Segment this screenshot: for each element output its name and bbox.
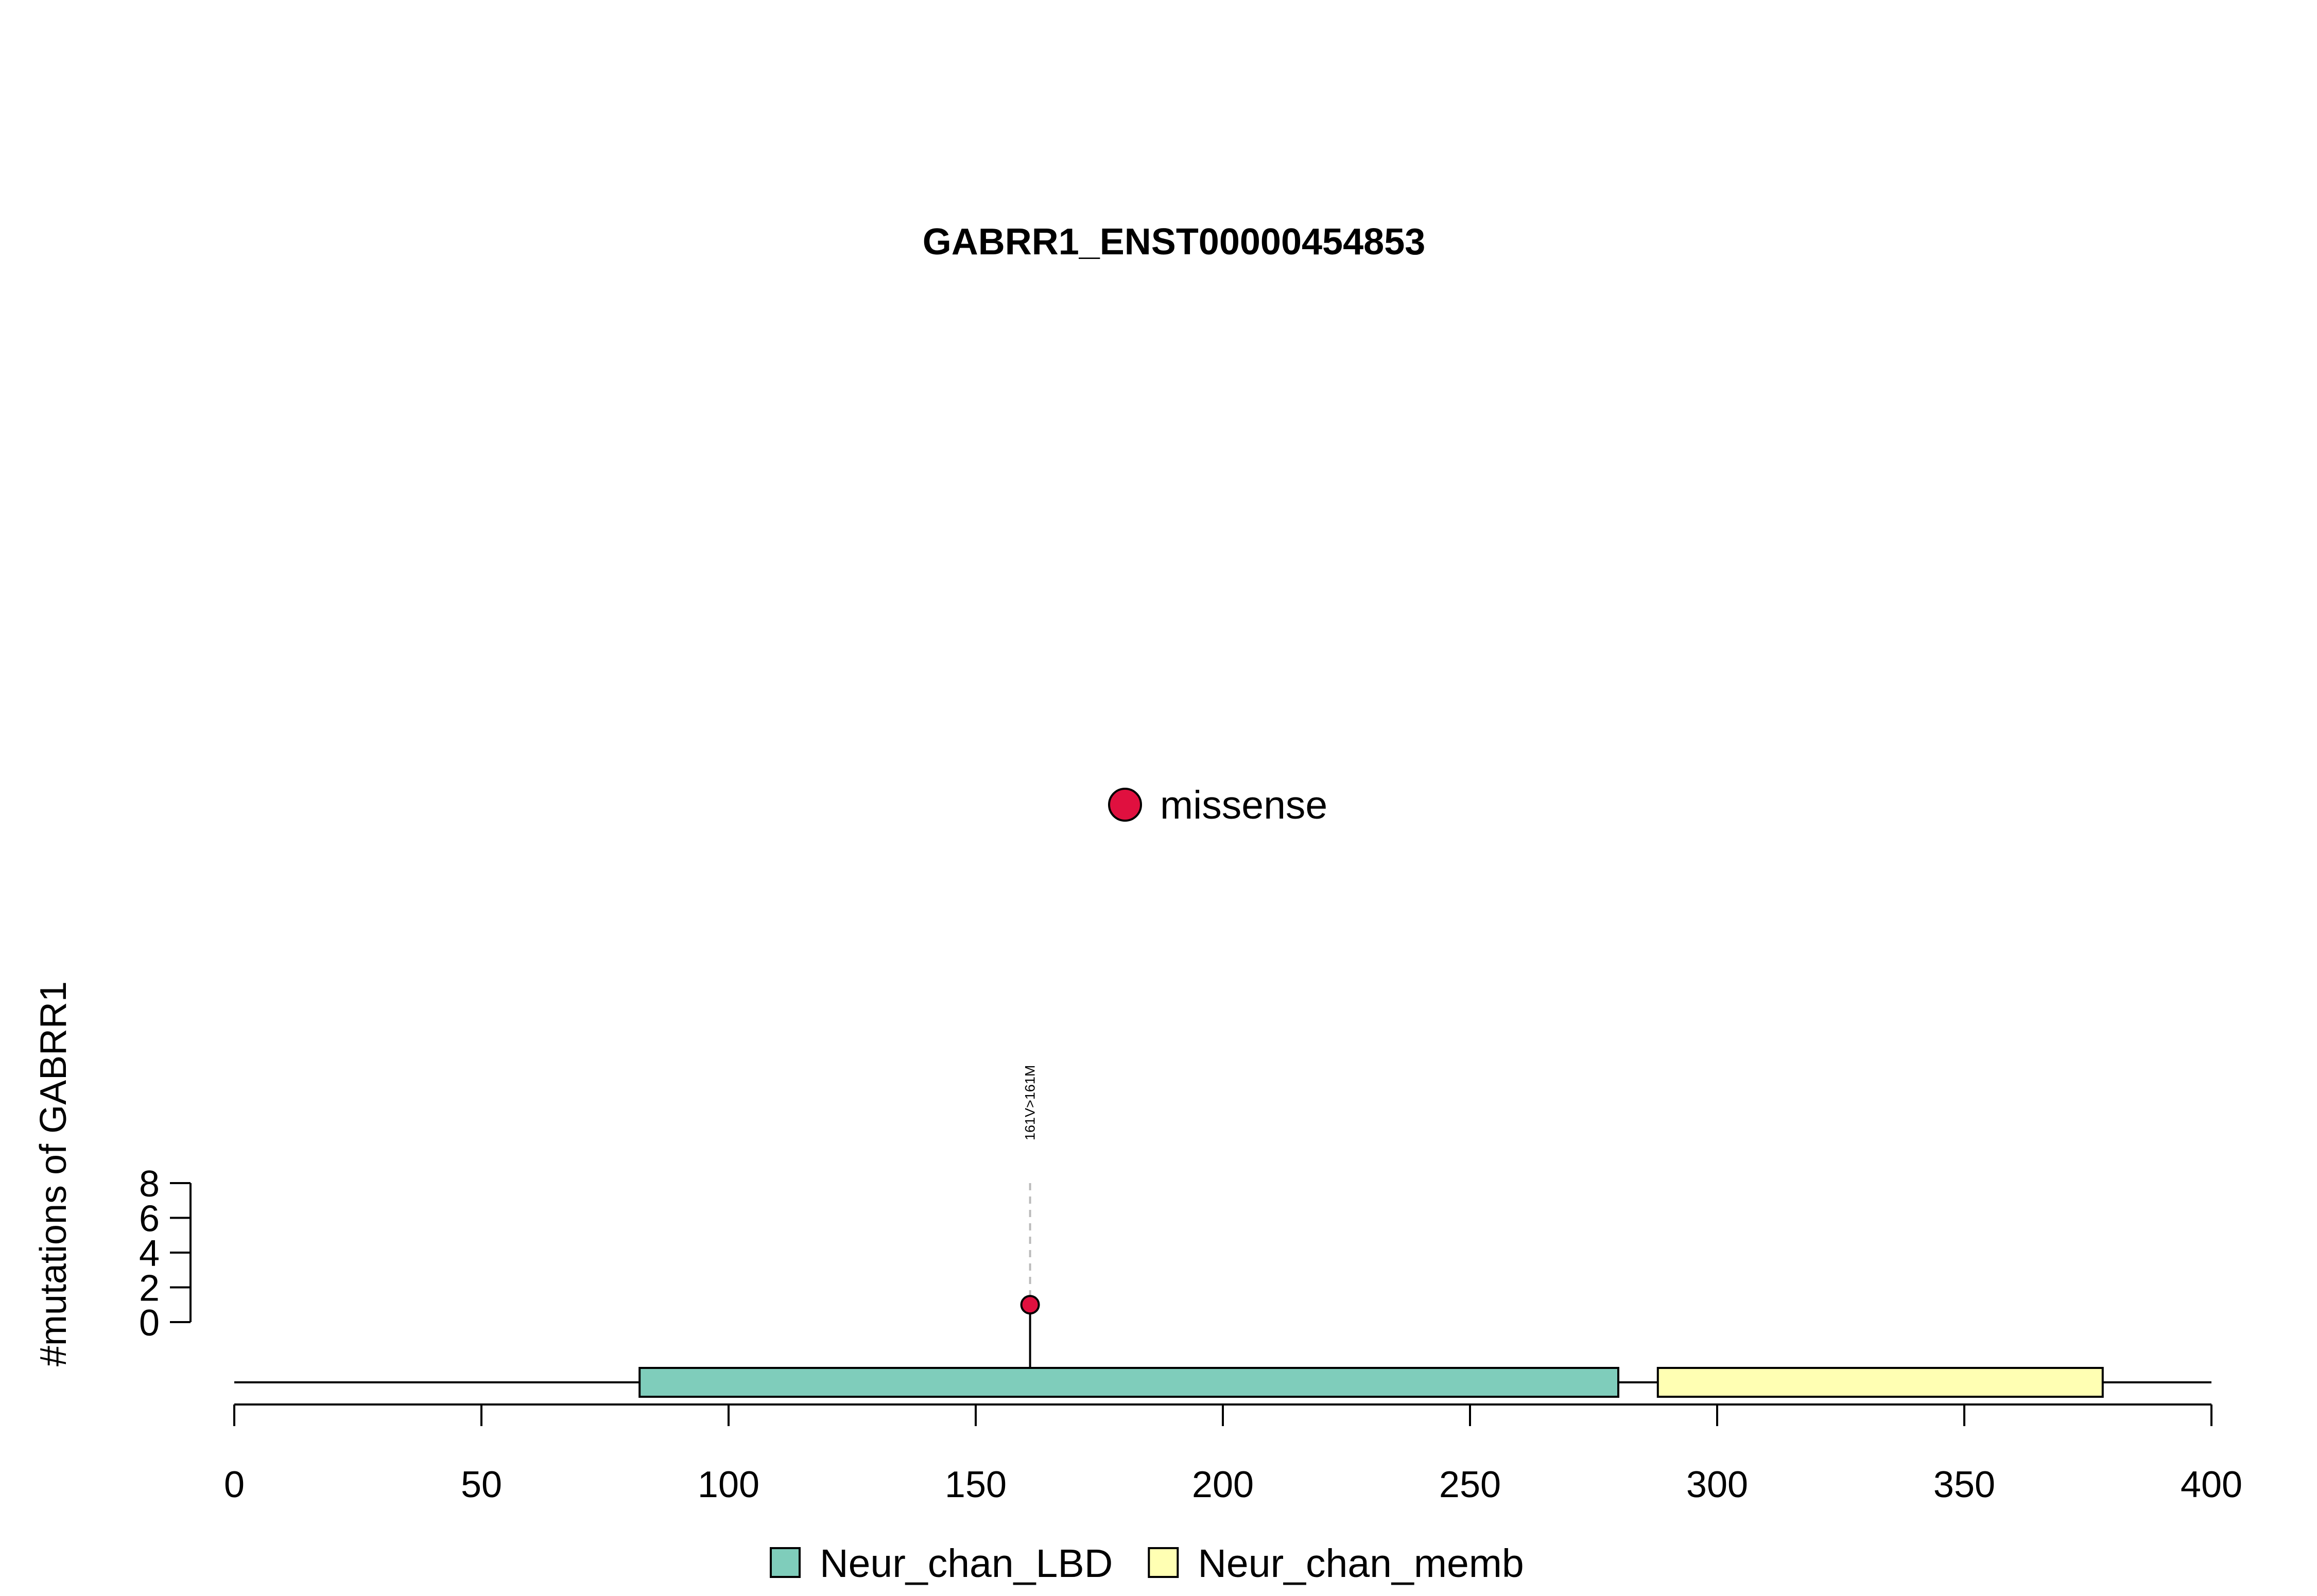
legend-label-missense: missense (1160, 783, 1327, 827)
y-tick-label-0: 0 (139, 1303, 160, 1344)
y-tick-label-2: 2 (139, 1268, 160, 1309)
protein-domains (638, 1367, 2104, 1398)
y-axis-label: #mutations of GABRR1 (33, 981, 74, 1366)
y-tick-label-4: 4 (139, 1233, 160, 1274)
x-tick-label-150: 150 (945, 1464, 1007, 1505)
y-tick-label-8: 8 (139, 1164, 160, 1205)
x-tick-label-300: 300 (1686, 1464, 1748, 1505)
x-tick-label-350: 350 (1933, 1464, 1995, 1505)
chart-title: GABRR1_ENST00000454853 (923, 221, 1426, 263)
x-tick-label-400: 400 (2181, 1464, 2242, 1505)
x-tick-label-50: 50 (461, 1464, 502, 1505)
y-tick-label-6: 6 (139, 1199, 160, 1240)
x-tick-label-0: 0 (224, 1464, 245, 1505)
legend-label-Neur_chan_LBD: Neur_chan_LBD (820, 1541, 1113, 1586)
legend-swatch-Neur_chan_memb (1148, 1547, 1179, 1578)
x-tick-label-200: 200 (1192, 1464, 1254, 1505)
mutation-type-legend: missense (1108, 783, 1327, 827)
legend-swatch-Neur_chan_LBD (770, 1547, 801, 1578)
mutation-point-0 (1020, 1295, 1040, 1315)
domain-Neur_chan_LBD (638, 1367, 1619, 1398)
x-tick-label-100: 100 (698, 1464, 759, 1505)
mutation-label-0: 161V>161M (1023, 1065, 1038, 1140)
mutation-points (1020, 1295, 1040, 1315)
x-axis: 0 50 100 150 200 250 300 350 400 (224, 1403, 2242, 1505)
legend-marker-missense (1108, 788, 1142, 822)
domain-Neur_chan_memb (1656, 1367, 2104, 1398)
legend-label-Neur_chan_memb: Neur_chan_memb (1198, 1541, 1524, 1586)
x-tick-label-250: 250 (1439, 1464, 1501, 1505)
mutation-stems: 161V>161M (1023, 1065, 1038, 1382)
domain-legend: Neur_chan_LBD Neur_chan_memb (770, 1541, 1524, 1586)
